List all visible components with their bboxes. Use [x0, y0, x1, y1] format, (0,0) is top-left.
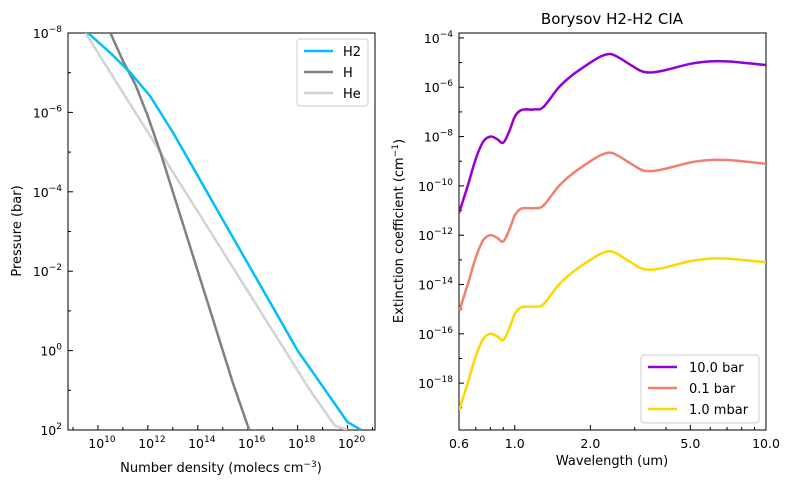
left-y-axis-label: Pressure (bar) — [10, 185, 25, 276]
right-y-tick-label: 10−12 — [418, 227, 453, 243]
left-y-ticks: 10−8 10−6 10−4 10−2 100 102 — [33, 25, 73, 438]
right-y-axis-label: Extinction coefficient (cm−1) — [391, 139, 407, 323]
right-y-tick-label: 10−14 — [418, 277, 453, 293]
right-x-axis-label: Wavelength (um) — [556, 454, 668, 469]
left-x-tick-label: 1010 — [88, 435, 116, 451]
density-pressure-panel: 1010 1012 1014 1016 1018 1020 10−810−610−410−… — [10, 25, 375, 476]
legend-label-0-1bar: 0.1 bar — [689, 382, 736, 397]
left-y-tick-label: 102 — [40, 422, 62, 438]
right-x-tick-label: 1.0 — [505, 436, 525, 451]
left-x-axis-label: Number density (molecs cm−3) — [120, 460, 322, 476]
right-x-ticks: 0.6 1.0 2.0 5.0 10.0 — [449, 425, 780, 451]
right-legend: 10.0 bar 0.1 bar 1.0 mbar — [641, 355, 759, 423]
right-y-tick-label: 10−16 — [418, 326, 453, 342]
left-x-tick-label: 1012 — [138, 435, 165, 451]
left-x-tick-label: 1016 — [238, 435, 266, 451]
right-y-tick-label: 10−6 — [424, 79, 453, 95]
legend-label-he: He — [343, 87, 361, 102]
right-y-tick-label: 10−8 — [424, 129, 453, 145]
left-y-tick-label: 10−4 — [33, 184, 62, 200]
left-x-tick-label: 1018 — [288, 435, 316, 451]
right-x-tick-label: 10.0 — [752, 436, 780, 451]
right-y-tick-label: 10−10 — [418, 178, 453, 194]
left-x-ticks: 1010 1012 1014 1016 1018 1020 — [73, 425, 373, 451]
legend-label-h: H — [343, 66, 353, 81]
left-y-tick-label: 100 — [40, 343, 62, 359]
left-x-tick-label: 1020 — [338, 435, 366, 451]
series-line-0-1bar — [459, 153, 766, 312]
left-y-tick-label: 10−2 — [33, 263, 62, 279]
right-y-ticks: 10−4 10−6 10−8 10−10 10−12 10−14 10−16 10−18 — [418, 30, 464, 408]
right-y-tick-label: 10−4 — [424, 30, 453, 46]
legend-label-1mbar: 1.0 mbar — [689, 403, 749, 418]
right-y-tick-label: 10−18 — [418, 375, 453, 391]
series-line-10bar — [459, 54, 766, 213]
left-y-tick-label: 10−6 — [33, 104, 62, 120]
left-legend: H2 H He — [297, 39, 368, 106]
right-chart-title: Borysov H2-H2 CIA — [541, 10, 684, 28]
right-x-tick-label: 5.0 — [680, 436, 700, 451]
right-x-tick-label: 2.0 — [580, 436, 600, 451]
right-x-tick-label: 0.6 — [449, 436, 469, 451]
left-x-tick-label: 1014 — [188, 435, 216, 451]
cia-panel: Borysov H2-H2 CIA 0.6 1.0 2.0 5.0 10.0 10−41… — [391, 10, 780, 469]
left-y-tick-label: 10−8 — [33, 25, 62, 41]
legend-label-10bar: 10.0 bar — [689, 361, 744, 376]
legend-label-h2: H2 — [343, 45, 361, 60]
